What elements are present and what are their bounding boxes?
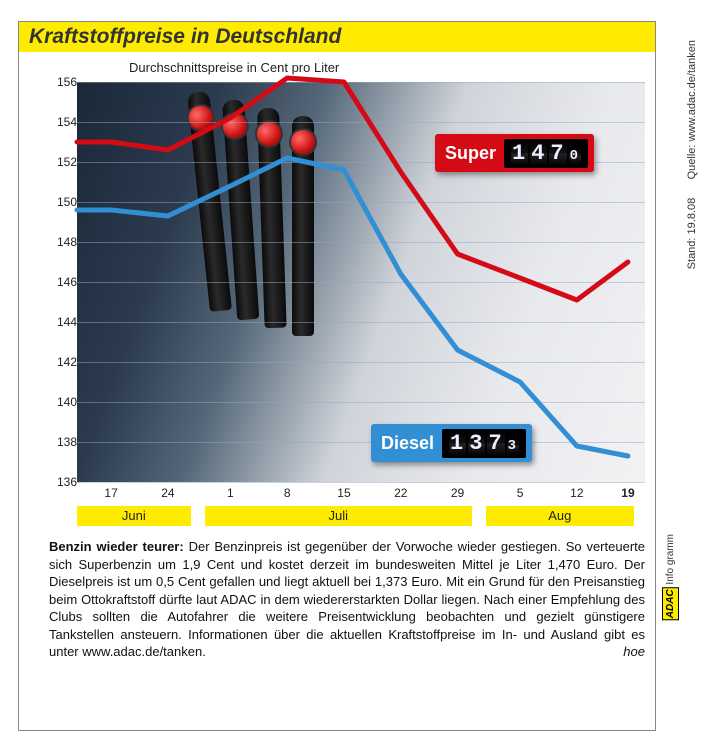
y-tick-label: 144: [41, 315, 77, 329]
y-tick-label: 154: [41, 115, 77, 129]
month-bar: Aug: [486, 506, 634, 526]
month-bar: Juli: [205, 506, 472, 526]
y-tick-label: 140: [41, 395, 77, 409]
adac-badge: ADAC: [662, 587, 679, 620]
chart-area: 156154152150148146144142140138136 172418…: [31, 82, 645, 482]
price-display-value: 1373: [442, 429, 526, 458]
price-display-label: Diesel: [371, 433, 442, 454]
x-tick-label: 15: [337, 486, 350, 500]
x-axis: 17 24 1 8 15 22 29 5 12 19: [77, 482, 645, 502]
x-tick-label: 12: [570, 486, 583, 500]
side-date: Stand: 19.8.08: [686, 198, 698, 270]
x-tick-label: 8: [284, 486, 291, 500]
infographic-frame: Kraftstoffpreise in Deutschland Durchsch…: [18, 21, 656, 731]
article-text: Benzin wieder teurer: Der Benzinpreis is…: [49, 538, 645, 661]
y-tick-label: 148: [41, 235, 77, 249]
y-tick-label: 152: [41, 155, 77, 169]
x-tick-label: 5: [517, 486, 524, 500]
y-tick-label: 136: [41, 475, 77, 489]
x-tick-label: 22: [394, 486, 407, 500]
x-tick-label: 1: [227, 486, 234, 500]
y-axis: 156154152150148146144142140138136: [41, 82, 77, 482]
month-bar: Juni: [77, 506, 191, 526]
title-bar: Kraftstoffpreise in Deutschland: [19, 22, 655, 52]
x-tick-label: 24: [161, 486, 174, 500]
y-tick-label: 146: [41, 275, 77, 289]
x-tick-label: 17: [104, 486, 117, 500]
month-bars: Juni Juli Aug: [77, 506, 645, 528]
y-tick-label: 142: [41, 355, 77, 369]
y-tick-label: 156: [41, 75, 77, 89]
article-headline: Benzin wieder teurer:: [49, 539, 184, 554]
article-author: hoe: [623, 643, 645, 661]
subtitle: Durchschnittspreise in Cent pro Liter: [19, 52, 655, 75]
price-display-diesel: Diesel1373: [371, 424, 532, 462]
adac-logo-block: ADAC Info gramm: [662, 534, 704, 734]
article-body: Der Benzinpreis ist gegenüber der Vorwoc…: [49, 539, 645, 659]
side-source: Quelle: www.adac.de/tanken: [686, 40, 698, 179]
price-display-super: Super1470: [435, 134, 594, 172]
x-tick-label: 19: [621, 486, 634, 500]
adac-logo-suffix: Info gramm: [665, 534, 676, 587]
title-text: Kraftstoffpreise in Deutschland: [29, 25, 341, 49]
y-tick-label: 138: [41, 435, 77, 449]
y-tick-label: 150: [41, 195, 77, 209]
price-display-label: Super: [435, 143, 504, 164]
price-display-value: 1470: [504, 139, 588, 168]
x-tick-label: 29: [451, 486, 464, 500]
series-line-diesel: [77, 158, 628, 456]
side-meta: Stand: 19.8.08 Quelle: www.adac.de/tanke…: [686, 40, 702, 460]
